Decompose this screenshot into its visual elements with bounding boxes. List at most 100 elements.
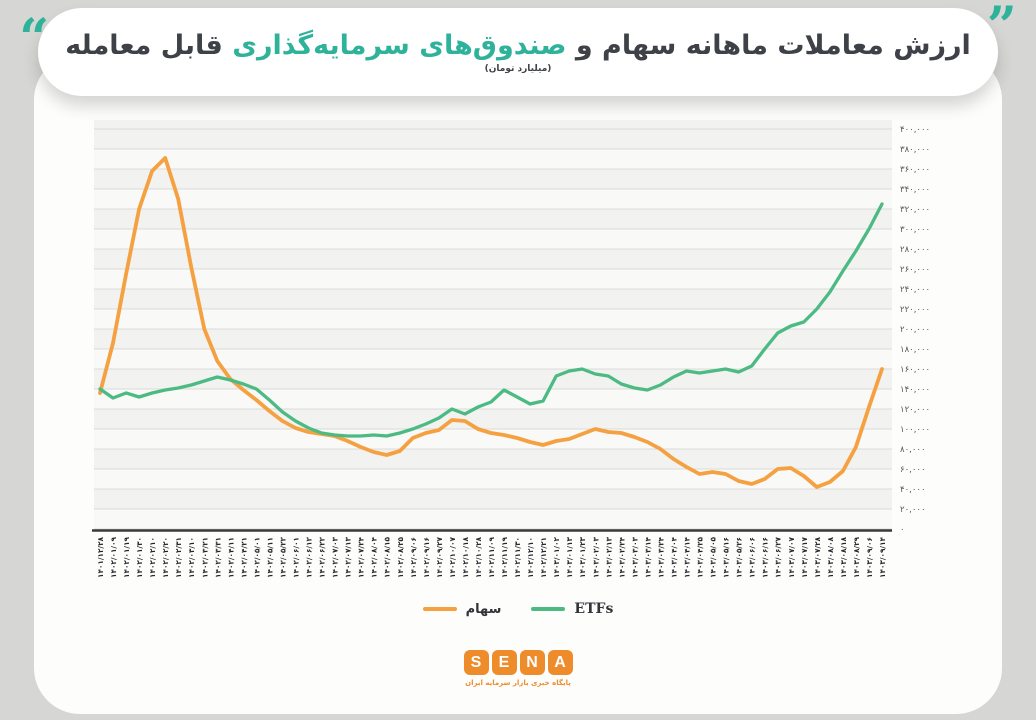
y-axis-tick-label: ۳۶۰,۰۰۰: [900, 165, 930, 175]
logo-letter-a: A: [547, 650, 573, 675]
x-axis-tick-label: ۱۴۰۳/۰۲/۰۳: [591, 536, 600, 578]
y-axis-tick-label: ۰: [900, 525, 905, 535]
x-axis-tick-label: ۱۴۰۳/۰۶/۰۶: [748, 537, 757, 578]
x-axis-tick-label: ۱۴۰۳/۰۴/۰۴: [669, 536, 678, 578]
x-axis-tick-label: ۱۴۰۲/۰۹/۱۶: [422, 537, 431, 578]
plot-band: [94, 509, 892, 529]
x-axis-tick-label: ۱۴۰۳/۰۹/۱۴: [878, 536, 887, 578]
etfs-series-line: [98, 202, 884, 438]
y-axis-tick-label: ۱۸۰,۰۰۰: [900, 345, 930, 355]
legend-label-stocks: سهام: [465, 601, 502, 617]
plot-band: [94, 309, 892, 329]
page-title: ارزش معاملات ماهانه سهام و صندوق‌های سرم…: [65, 30, 971, 61]
x-axis-tick-label: ۱۴۰۲/۱۱/۳۰: [513, 537, 522, 578]
x-axis-tick-label: ۱۴۰۱/۱۲/۲۸: [96, 536, 105, 578]
y-axis-tick-label: ۳۴۰,۰۰۰: [900, 185, 930, 195]
x-axis-tick-label: ۱۴۰۲/۱۲/۲۱: [539, 537, 548, 578]
x-axis-tick-label: ۱۴۰۲/۰۳/۳۱: [213, 537, 222, 578]
legend-label-etfs: ETFs: [574, 601, 614, 617]
y-axis-tick-label: ۲۲۰,۰۰۰: [900, 305, 930, 315]
sena-tagline: پایگاه خبری بازار سرمایه ایران: [465, 679, 571, 687]
x-axis-tick-label: ۱۴۰۳/۰۶/۱۶: [761, 537, 770, 578]
y-axis-tick-label: ۲۶۰,۰۰۰: [900, 265, 930, 275]
x-axis-tick-label: ۱۴۰۳/۰۵/۰۵: [709, 536, 718, 578]
y-axis-tick-label: ۲۴۰,۰۰۰: [900, 285, 930, 295]
title-row: ” ارزش معاملات ماهانه سهام و صندوق‌های س…: [19, 0, 1017, 69]
x-axis-tick-label: ۱۴۰۳/۰۳/۰۳: [630, 536, 639, 578]
x-axis-tick-label: ۱۴۰۲/۰۹/۰۶: [409, 537, 418, 578]
x-axis-tick-label: ۱۴۰۲/۰۷/۱۳: [344, 536, 353, 578]
sena-logo: S E N A پایگاه خبری بازار سرمایه ایران: [0, 650, 1036, 687]
x-axis-tick-label: ۱۴۰۳/۰۲/۲۴: [617, 536, 626, 578]
x-axis-tick-label: ۱۴۰۳/۰۱/۲۳: [578, 536, 587, 578]
line-chart: ۴۰۰,۰۰۰ ۳۸۰,۰۰۰ ۳۶۰,۰۰۰ ۳۴۰,۰۰۰ ۳۲۰,۰۰۰ ۳۰۰,۰…: [30, 100, 1020, 630]
closing-quote-icon: “: [19, 7, 50, 69]
y-axis-tick-label: ۳۸۰,۰۰۰: [900, 145, 930, 155]
x-axis-tick-label: ۱۴۰۲/۰۳/۱۰: [187, 537, 196, 578]
logo-letter-e: E: [491, 650, 517, 675]
x-axis-tick-label: ۱۴۰۲/۰۶/۱۲: [305, 536, 314, 578]
x-axis-tick-label: ۱۴۰۳/۰۸/۰۸: [826, 536, 835, 578]
x-axis-tick-label: ۱۴۰۲/۱۰/۰۷: [448, 536, 457, 578]
y-axis-tick-label: ۱۰۰,۰۰۰: [900, 425, 930, 435]
y-axis-tick-label: ۱۴۰,۰۰۰: [900, 385, 930, 395]
x-axis-tick-label: ۱۴۰۳/۰۷/۰۷: [787, 536, 796, 578]
legend-item-stocks: سهام: [422, 601, 502, 617]
logo-letter-n: N: [519, 650, 545, 675]
x-axis-tick-label: ۱۴۰۳/۰۴/۲۵: [696, 536, 705, 578]
opening-quote-icon: ”: [986, 0, 1017, 57]
x-axis-tick-label: ۱۴۰۲/۰۶/۲۲: [318, 536, 327, 578]
x-axis-tick-label: ۱۴۰۳/۰۸/۲۹: [852, 536, 861, 578]
title-highlight: صندوق‌های سرمایه‌گذاری: [232, 30, 567, 61]
x-axis-tick-label: ۱۴۰۲/۰۹/۲۷: [435, 536, 444, 578]
x-axis-tick-label: ۱۴۰۲/۰۵/۲۲: [278, 536, 287, 578]
x-axis-tick-label: ۱۴۰۲/۰۳/۲۱: [200, 537, 209, 578]
y-axis-tick-label: ۶۰,۰۰۰: [900, 465, 926, 475]
x-axis-tick-label: ۱۴۰۲/۰۸/۰۴: [370, 536, 379, 578]
plot-band: [94, 189, 892, 209]
plot-band: [94, 229, 892, 249]
x-axis-tick-label: ۱۴۰۲/۰۲/۱۰: [148, 537, 157, 578]
x-axis-tick-label: ۱۴۰۳/۰۳/۱۴: [643, 536, 652, 578]
y-axis-tick-label: ۴۰,۰۰۰: [900, 485, 926, 495]
x-axis-tick-label: ۱۴۰۳/۰۶/۲۷: [774, 536, 783, 578]
x-axis-tick-label: ۱۴۰۲/۱۱/۰۹: [487, 536, 496, 578]
plot-band: [94, 149, 892, 169]
y-axis-tick-label: ۱۲۰,۰۰۰: [900, 405, 930, 415]
x-axis-tick-label: ۱۴۰۳/۰۸/۱۸: [839, 536, 848, 578]
title-bar: ” ارزش معاملات ماهانه سهام و صندوق‌های س…: [19, 0, 1017, 96]
y-axis-tick-label: ۲۸۰,۰۰۰: [900, 245, 930, 255]
title-suffix: قابل معامله: [65, 30, 233, 61]
stocks-line-swatch: [422, 607, 457, 611]
chart-unit-subtitle: (میلیارد تومان): [484, 64, 552, 74]
x-axis-tick-label: ۱۴۰۲/۰۴/۱۱: [226, 537, 235, 578]
x-axis-tick-label: ۱۴۰۲/۰۸/۱۵: [383, 536, 392, 578]
x-axis-tick-label: ۱۴۰۲/۱۰/۱۸: [461, 536, 470, 578]
y-axis-tick-label: ۲۰,۰۰۰: [900, 505, 926, 515]
x-axis-tick-label: ۱۴۰۳/۰۳/۲۴: [656, 536, 665, 578]
y-axis-tick-label: ۲۰۰,۰۰۰: [900, 325, 930, 335]
x-axis-tick-label: ۱۴۰۳/۰۴/۱۴: [683, 536, 692, 578]
x-axis-tick-label: ۱۴۰۲/۱۰/۲۸: [474, 536, 483, 578]
y-axis-tick-label: ۳۲۰,۰۰۰: [900, 205, 930, 215]
x-axis-tick-label: ۱۴۰۲/۱۱/۱۹: [500, 536, 509, 578]
y-axis-tick-label: ۴۰۰,۰۰۰: [900, 125, 930, 135]
x-axis-tick-label: ۱۴۰۲/۰۷/۲۴: [357, 536, 366, 578]
y-axis-tick-label: ۸۰,۰۰۰: [900, 445, 926, 455]
x-axis-tick-label: ۱۴۰۲/۰۵/۰۱: [252, 537, 261, 578]
x-axis-tick-label: ۱۴۰۳/۰۷/۲۸: [813, 536, 822, 578]
x-axis-tick-label: ۱۴۰۲/۰۲/۳۱: [174, 537, 183, 578]
plot-band: [94, 269, 892, 289]
y-axis-tick-label: ۳۰۰,۰۰۰: [900, 225, 930, 235]
x-axis-tick-label: ۱۴۰۲/۰۱/۰۹: [109, 536, 118, 578]
plot-band: [94, 349, 892, 369]
etfs-line-swatch: [531, 607, 566, 611]
y-axis-tick-label: ۱۶۰,۰۰۰: [900, 365, 930, 375]
x-axis-tick-label: ۱۴۰۲/۰۸/۲۵: [396, 536, 405, 578]
x-axis-tick-label: ۱۴۰۳/۰۹/۰۶: [865, 537, 874, 578]
chart-svg: ۴۰۰,۰۰۰ ۳۸۰,۰۰۰ ۳۶۰,۰۰۰ ۳۴۰,۰۰۰ ۳۲۰,۰۰۰ ۳۰۰,۰…: [92, 120, 930, 578]
x-axis-tick-label: ۱۴۰۳/۰۱/۰۲: [552, 536, 561, 578]
x-axis-tick-label: ۱۴۰۳/۰۵/۱۶: [722, 537, 731, 578]
logo-letter-s: S: [463, 650, 489, 675]
